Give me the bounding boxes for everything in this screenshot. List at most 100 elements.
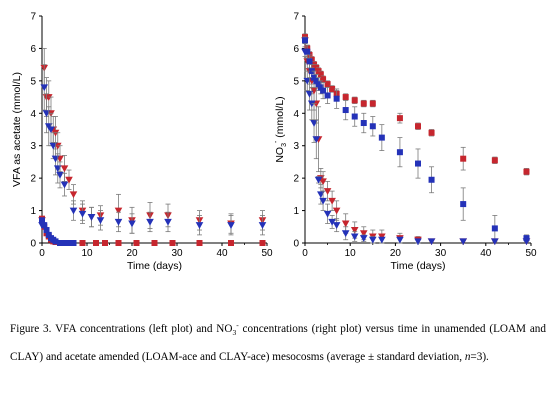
data-point: [523, 235, 530, 242]
x-tick-label: 0: [302, 248, 308, 259]
data-point: [40, 84, 49, 92]
data-point: [359, 230, 368, 238]
data-point: [360, 100, 367, 107]
data-point: [317, 84, 324, 91]
y-tick-label: 1: [30, 206, 36, 217]
x-tick-label: 0: [39, 248, 45, 259]
data-point: [360, 120, 367, 127]
y-tick-label: 2: [293, 174, 299, 185]
y-tick-label: 7: [293, 12, 299, 23]
data-point: [428, 129, 435, 136]
data-point: [301, 48, 309, 56]
y-tick-label: 6: [30, 44, 36, 55]
y-tick-label: 0: [293, 239, 299, 250]
data-point: [319, 178, 327, 186]
data-point: [69, 191, 78, 199]
data-point: [329, 85, 336, 92]
series-loam-ace: [301, 36, 531, 246]
data-point: [133, 240, 140, 246]
nitrate-plot: 0 10 20 30 40 50 0 1 2 3 4 5 6 7 Time (days) NO3- (mmol…: [273, 12, 537, 273]
vfa-plot: 0 10 20 30 40 50 0 1 2 3 4 5 6 7 Time (days) VFA as ace…: [11, 12, 273, 273]
data-point: [323, 188, 332, 195]
x-tick-label: 30: [435, 248, 447, 259]
caption-text-3: =3).: [470, 350, 489, 363]
x-tick-label: 20: [390, 248, 402, 259]
data-point: [78, 210, 87, 218]
data-point: [47, 126, 55, 134]
x-tick-label: 50: [261, 248, 273, 259]
data-point: [414, 238, 422, 246]
data-point: [396, 149, 403, 156]
data-point: [369, 123, 376, 130]
y-tick-label: 5: [293, 76, 299, 87]
data-point: [79, 240, 86, 246]
x-tick-label: 30: [171, 248, 183, 259]
caption-n: n: [464, 350, 471, 363]
y-tick-label: 2: [30, 174, 36, 185]
data-point: [196, 240, 203, 246]
caption-subscript: 3: [232, 328, 237, 338]
data-point: [332, 222, 341, 229]
x-tick-label: 10: [345, 248, 357, 259]
caption-text-1: Figure 3. VFA concentrations (left plot)…: [10, 323, 233, 335]
data-point: [320, 87, 327, 94]
y-tick-label: 4: [30, 109, 36, 120]
x-tick-label: 20: [126, 248, 138, 259]
data-point: [317, 71, 324, 78]
data-point: [311, 74, 318, 81]
data-point: [66, 240, 72, 246]
data-point: [53, 165, 62, 173]
data-point: [314, 176, 323, 184]
y-tick-label: 6: [293, 44, 299, 55]
data-point: [522, 238, 531, 246]
data-point: [69, 207, 78, 215]
data-point: [491, 238, 499, 246]
data-point: [195, 222, 204, 229]
y-tick-label: 5: [30, 76, 36, 87]
data-point: [324, 92, 331, 99]
data-point: [369, 236, 377, 244]
y-tick-label: 7: [30, 12, 36, 23]
data-point: [341, 220, 350, 228]
data-point: [312, 136, 321, 144]
data-point: [70, 240, 77, 246]
series-clay-ace: [301, 46, 531, 246]
data-point: [378, 134, 385, 141]
series-loam: [302, 33, 530, 176]
data-point: [128, 220, 136, 228]
data-point: [313, 77, 320, 84]
data-point: [302, 37, 308, 44]
y-tick-label: 0: [30, 239, 36, 250]
data-point: [115, 240, 122, 246]
y-axis-label: NO3- (mmol/L): [273, 96, 288, 162]
data-point: [320, 76, 327, 83]
data-point: [228, 240, 234, 246]
data-point: [96, 217, 105, 225]
data-point: [151, 240, 158, 246]
data-point: [460, 201, 467, 208]
data-point: [93, 240, 99, 246]
data-point: [369, 100, 376, 107]
data-point: [396, 236, 404, 244]
data-point: [319, 197, 327, 205]
data-point: [350, 227, 359, 234]
data-point: [306, 58, 313, 65]
data-point: [332, 207, 341, 215]
y-tick-label: 3: [30, 141, 36, 152]
data-point: [41, 222, 48, 229]
data-point: [378, 236, 386, 244]
data-point: [60, 165, 69, 173]
data-point: [396, 115, 403, 122]
series-clay-ace: [38, 64, 267, 236]
series-clay: [39, 217, 77, 246]
data-point: [328, 218, 336, 226]
data-point: [114, 207, 123, 215]
y-tick-label: 4: [293, 109, 299, 120]
data-point: [350, 233, 359, 241]
data-point: [415, 123, 421, 130]
y-tick-label: 1: [293, 206, 299, 217]
series-loam-ace: [38, 48, 267, 234]
data-point: [351, 97, 358, 104]
y-tick-label: 3: [293, 141, 299, 152]
